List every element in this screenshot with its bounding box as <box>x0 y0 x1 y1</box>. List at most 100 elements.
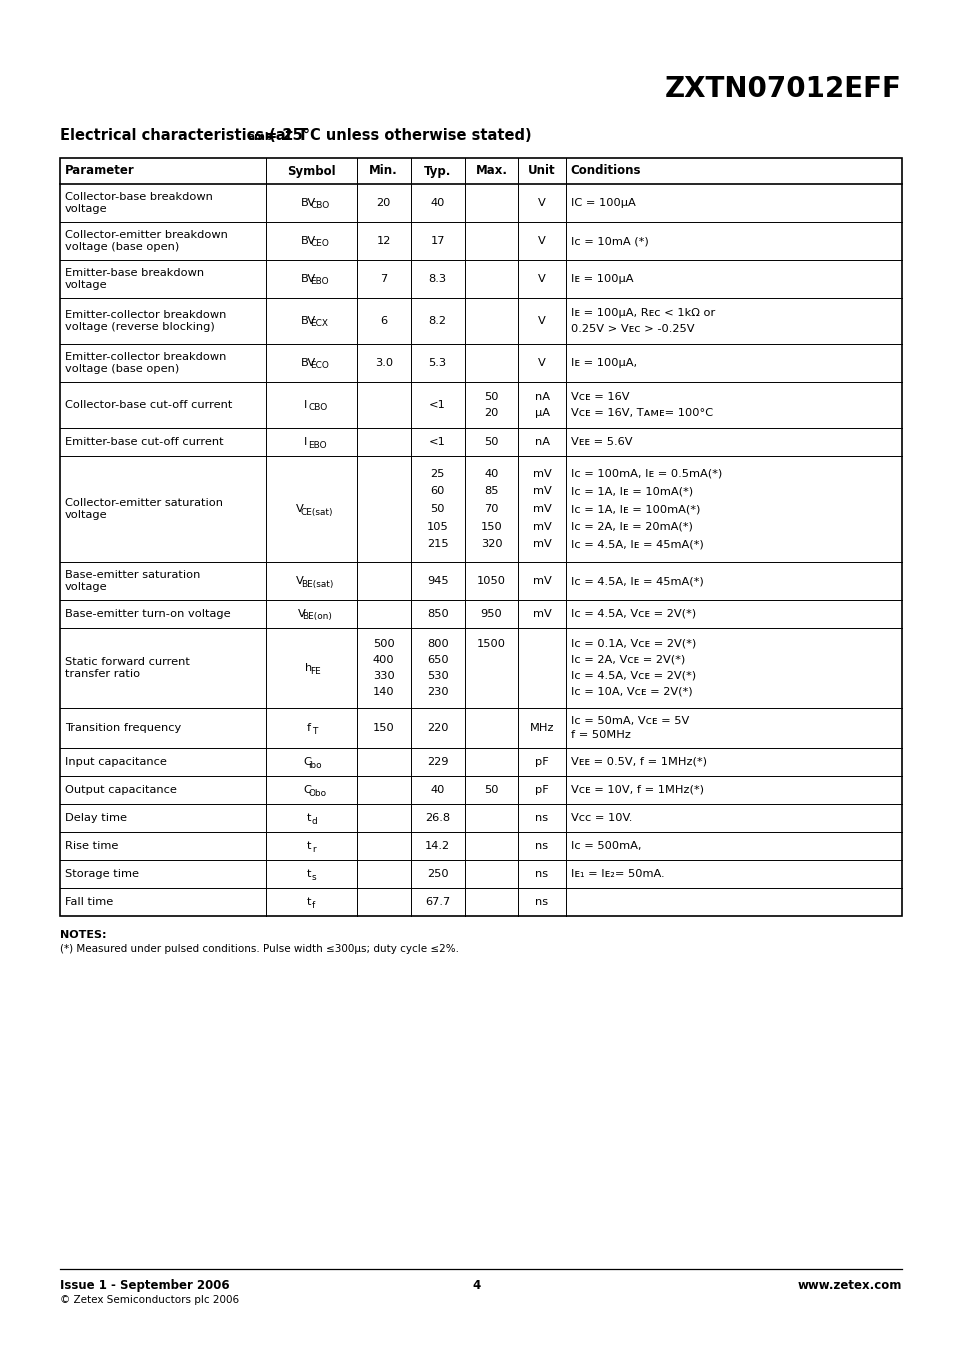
Text: V: V <box>295 504 303 513</box>
Text: Iᴄ = 500mA,: Iᴄ = 500mA, <box>570 842 640 851</box>
Text: C: C <box>303 785 311 794</box>
Text: 230: 230 <box>426 688 448 697</box>
Text: 320: 320 <box>480 539 502 550</box>
Text: Iᴄ = 2A, Vᴄᴇ = 2V(*): Iᴄ = 2A, Vᴄᴇ = 2V(*) <box>570 655 684 665</box>
Text: t: t <box>307 897 312 907</box>
Text: Iᴄ = 4.5A, Iᴇ = 45mA(*): Iᴄ = 4.5A, Iᴇ = 45mA(*) <box>570 576 702 586</box>
Text: 950: 950 <box>480 609 502 619</box>
Text: amb: amb <box>247 132 273 142</box>
Text: voltage: voltage <box>65 280 108 290</box>
Text: d: d <box>312 816 317 825</box>
Text: 150: 150 <box>480 521 502 532</box>
Text: Typ.: Typ. <box>423 165 451 177</box>
Text: Iᴇ = 100μA: Iᴇ = 100μA <box>570 274 633 284</box>
Text: CBO: CBO <box>308 404 327 412</box>
Text: BV: BV <box>301 274 315 284</box>
Text: 26.8: 26.8 <box>425 813 450 823</box>
Text: t: t <box>307 842 312 851</box>
Text: ns: ns <box>535 869 548 880</box>
Text: Collector-base cut-off current: Collector-base cut-off current <box>65 400 233 409</box>
Text: Base-emitter saturation: Base-emitter saturation <box>65 570 200 580</box>
Text: Iᴇ = 100μA,: Iᴇ = 100μA, <box>570 358 636 367</box>
Text: V: V <box>297 609 305 619</box>
Text: Iᴄ = 1A, Iᴇ = 100mA(*): Iᴄ = 1A, Iᴇ = 100mA(*) <box>570 504 700 513</box>
Bar <box>60 158 901 916</box>
Text: Iᴄ = 10mA (*): Iᴄ = 10mA (*) <box>570 236 648 246</box>
Text: V: V <box>537 236 545 246</box>
Text: C: C <box>303 757 311 767</box>
Text: Vᴄᴇ = 10V, f = 1MHz(*): Vᴄᴇ = 10V, f = 1MHz(*) <box>570 785 703 794</box>
Text: mV: mV <box>532 521 551 532</box>
Text: EBO: EBO <box>308 440 327 450</box>
Text: 400: 400 <box>373 655 395 665</box>
Text: voltage: voltage <box>65 204 108 213</box>
Text: 85: 85 <box>484 486 498 496</box>
Text: BV: BV <box>301 358 315 367</box>
Text: CEO: CEO <box>311 239 329 249</box>
Text: BV: BV <box>301 199 315 208</box>
Text: Iᴄ = 10A, Vᴄᴇ = 2V(*): Iᴄ = 10A, Vᴄᴇ = 2V(*) <box>570 688 692 697</box>
Text: Iᴄ = 1A, Iᴇ = 10mA(*): Iᴄ = 1A, Iᴇ = 10mA(*) <box>570 486 692 496</box>
Text: 150: 150 <box>373 723 395 734</box>
Text: voltage (base open): voltage (base open) <box>65 242 179 253</box>
Text: 229: 229 <box>426 757 448 767</box>
Text: MHz: MHz <box>529 723 554 734</box>
Text: 67.7: 67.7 <box>425 897 450 907</box>
Text: 650: 650 <box>426 655 448 665</box>
Text: 50: 50 <box>484 436 498 447</box>
Text: © Zetex Semiconductors plc 2006: © Zetex Semiconductors plc 2006 <box>60 1296 239 1305</box>
Text: Emitter-base breakdown: Emitter-base breakdown <box>65 267 204 278</box>
Text: ibo: ibo <box>308 761 321 770</box>
Text: <1: <1 <box>429 436 446 447</box>
Text: nA: nA <box>534 436 549 447</box>
Text: 50: 50 <box>484 392 498 403</box>
Text: ECX: ECX <box>311 319 328 328</box>
Text: voltage (base open): voltage (base open) <box>65 363 179 374</box>
Text: 12: 12 <box>376 236 391 246</box>
Text: BE(on): BE(on) <box>302 612 332 621</box>
Text: ns: ns <box>535 813 548 823</box>
Text: Input capacitance: Input capacitance <box>65 757 167 767</box>
Text: Rise time: Rise time <box>65 842 118 851</box>
Text: 14.2: 14.2 <box>425 842 450 851</box>
Text: 20: 20 <box>484 408 498 417</box>
Text: V: V <box>537 274 545 284</box>
Text: mV: mV <box>532 486 551 496</box>
Text: BV: BV <box>301 316 315 326</box>
Text: t: t <box>307 869 312 880</box>
Text: Parameter: Parameter <box>65 165 134 177</box>
Text: Vᴄᴄ = 10V.: Vᴄᴄ = 10V. <box>570 813 631 823</box>
Text: I: I <box>303 436 307 447</box>
Text: 140: 140 <box>373 688 395 697</box>
Text: EBO: EBO <box>311 277 329 286</box>
Text: 60: 60 <box>430 486 444 496</box>
Text: μA: μA <box>534 408 549 417</box>
Text: Iᴇ = 100μA, Rᴇᴄ < 1kΩ or: Iᴇ = 100μA, Rᴇᴄ < 1kΩ or <box>570 308 714 319</box>
Text: f = 50MHz: f = 50MHz <box>570 730 630 739</box>
Text: 500: 500 <box>373 639 395 648</box>
Text: 17: 17 <box>430 236 444 246</box>
Text: <1: <1 <box>429 400 446 409</box>
Text: www.zetex.com: www.zetex.com <box>797 1279 901 1292</box>
Text: Vᴇᴇ = 0.5V, f = 1MHz(*): Vᴇᴇ = 0.5V, f = 1MHz(*) <box>570 757 706 767</box>
Text: Electrical characteristics (at T: Electrical characteristics (at T <box>60 128 308 143</box>
Text: ZXTN07012EFF: ZXTN07012EFF <box>664 76 901 103</box>
Text: 6: 6 <box>380 316 387 326</box>
Text: 5.3: 5.3 <box>428 358 446 367</box>
Text: r: r <box>312 844 315 854</box>
Text: voltage (reverse blocking): voltage (reverse blocking) <box>65 322 214 332</box>
Text: 330: 330 <box>373 671 395 681</box>
Text: V: V <box>537 316 545 326</box>
Text: mV: mV <box>532 539 551 550</box>
Text: ns: ns <box>535 897 548 907</box>
Text: Static forward current: Static forward current <box>65 657 190 667</box>
Text: T: T <box>312 727 317 735</box>
Text: CBO: CBO <box>311 201 330 211</box>
Text: = 25°C unless otherwise stated): = 25°C unless otherwise stated) <box>260 128 531 143</box>
Text: Iᴇ₁ = Iᴇ₂= 50mA.: Iᴇ₁ = Iᴇ₂= 50mA. <box>570 869 663 880</box>
Text: Iᴄ = 4.5A, Vᴄᴇ = 2V(*): Iᴄ = 4.5A, Vᴄᴇ = 2V(*) <box>570 671 695 681</box>
Text: 850: 850 <box>426 609 448 619</box>
Text: Conditions: Conditions <box>570 165 640 177</box>
Text: 40: 40 <box>484 469 498 478</box>
Text: Collector-emitter breakdown: Collector-emitter breakdown <box>65 230 228 240</box>
